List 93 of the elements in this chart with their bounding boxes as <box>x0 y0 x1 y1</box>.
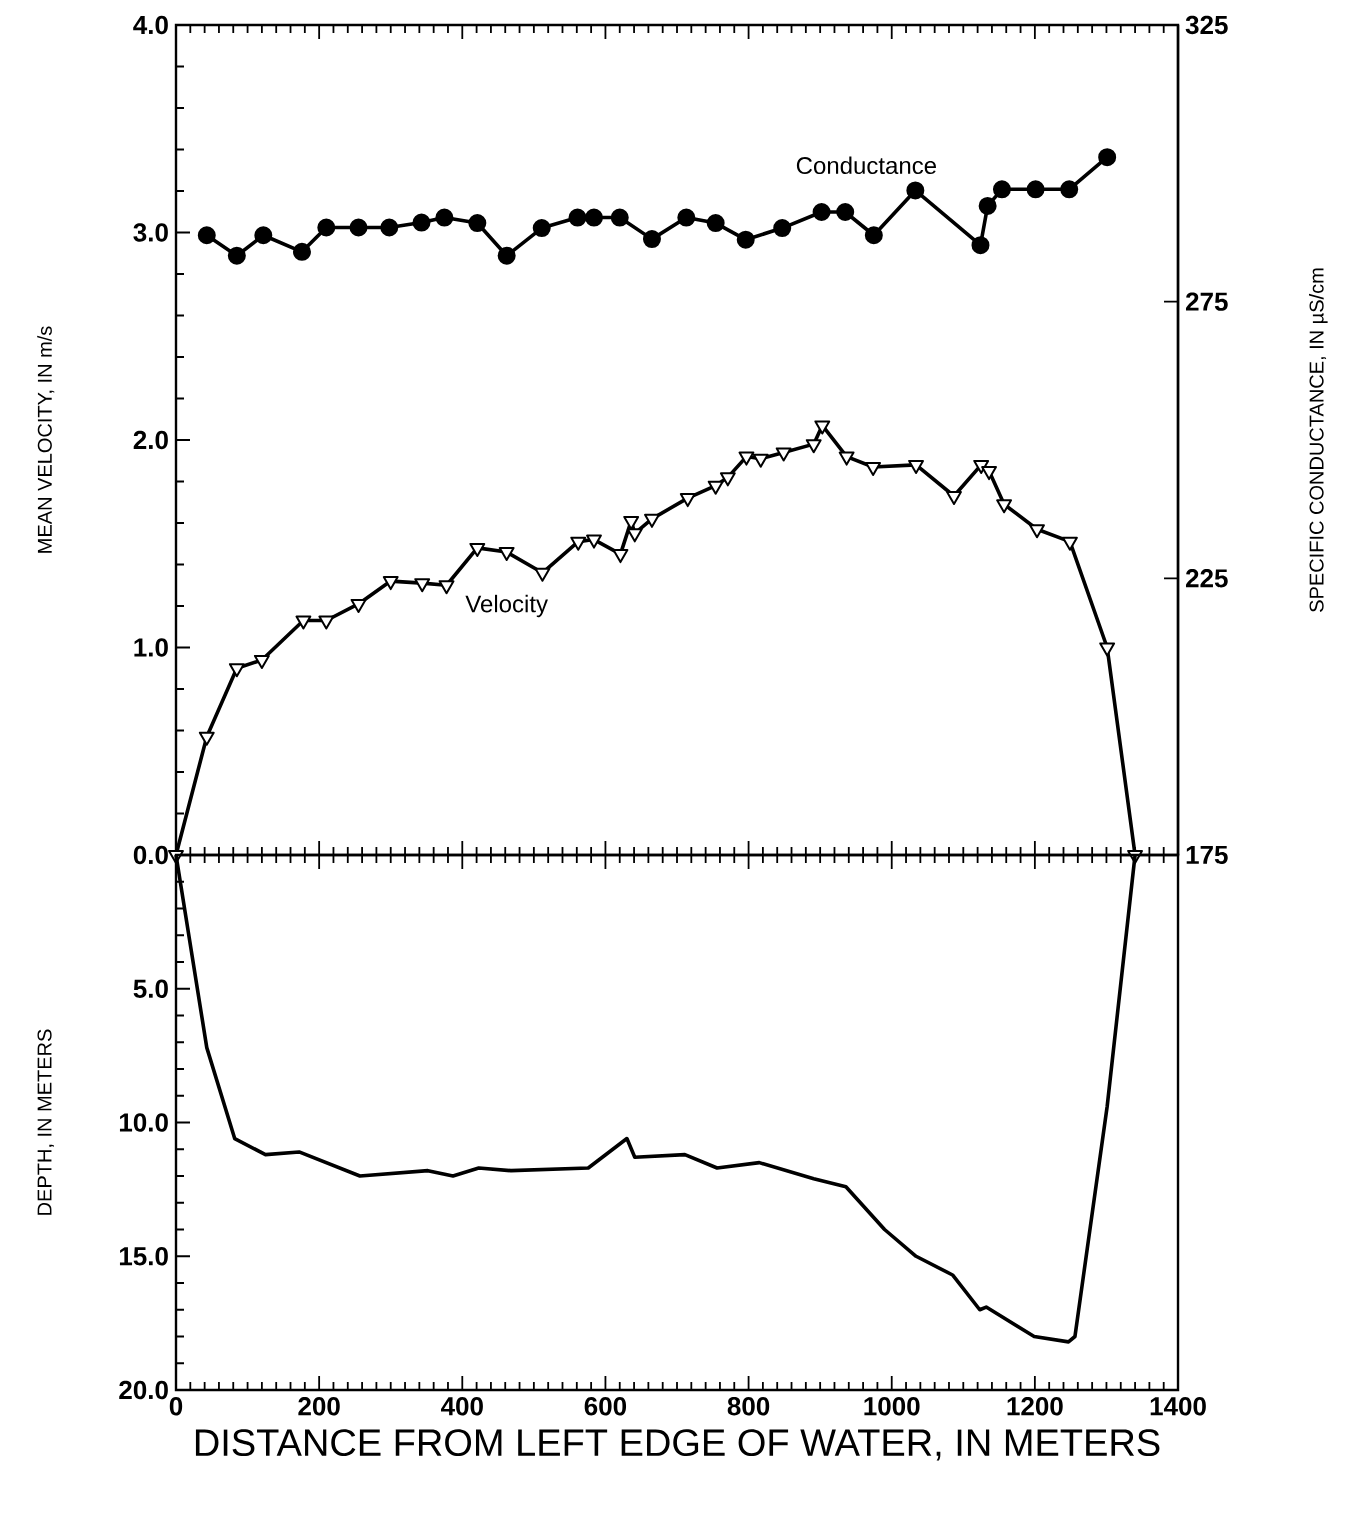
point <box>253 654 270 669</box>
x-tick-label: 400 <box>441 1397 483 1416</box>
x-axis-title: DISTANCE FROM LEFT EDGE OF WATER, IN METERS <box>195 1429 1160 1461</box>
point <box>1026 180 1045 199</box>
point <box>738 451 755 466</box>
point <box>626 528 643 543</box>
point <box>435 208 454 227</box>
point <box>254 226 273 245</box>
point <box>908 459 924 474</box>
point <box>814 420 831 435</box>
point <box>568 208 587 227</box>
point <box>610 208 629 227</box>
y2-axis-title: SPECIFIC CONDUCTANCE, IN µS/cm <box>1308 268 1328 612</box>
point <box>736 230 755 249</box>
point <box>642 230 661 249</box>
x-tick-label: 200 <box>298 1397 340 1416</box>
point <box>350 598 367 613</box>
point <box>498 547 515 562</box>
x-tick-label: 1000 <box>864 1397 920 1416</box>
point <box>1029 524 1045 539</box>
y-tick-label: 0.0 <box>133 845 168 865</box>
point <box>412 213 431 232</box>
y2-tick-label: 175 <box>1186 845 1228 865</box>
point <box>228 663 245 678</box>
series-label: Velocity <box>465 594 548 618</box>
y-tick-label: 5.0 <box>133 979 168 998</box>
point <box>1060 180 1079 199</box>
point <box>838 451 855 466</box>
y2-tick-label: 275 <box>1185 292 1228 311</box>
point <box>584 208 603 227</box>
point <box>679 493 696 508</box>
x-tick-label: 0 <box>169 1397 183 1416</box>
point <box>318 615 335 630</box>
y-tick-label: 4.0 <box>133 15 168 35</box>
point <box>382 576 399 591</box>
point <box>414 578 431 593</box>
y-tick-label: 2.0 <box>133 430 168 450</box>
y-tick-label: 10.0 <box>119 1113 168 1132</box>
point <box>198 731 215 746</box>
point <box>534 567 551 582</box>
point <box>292 242 311 261</box>
point <box>295 615 312 630</box>
point <box>227 246 246 265</box>
y-tick-label: 3.0 <box>133 223 168 242</box>
point <box>775 447 792 462</box>
point <box>906 181 925 200</box>
y2-tick-label: 225 <box>1185 569 1228 588</box>
series-label: Conductance <box>796 156 936 175</box>
point <box>706 214 725 233</box>
point <box>805 439 822 454</box>
point <box>865 461 882 476</box>
point <box>532 219 551 238</box>
point <box>978 196 997 215</box>
point <box>380 218 399 237</box>
point <box>971 236 990 255</box>
x-tick-label: 1200 <box>1007 1397 1063 1416</box>
point <box>1098 148 1117 167</box>
x-tick-label: 800 <box>727 1397 770 1416</box>
point <box>677 208 696 227</box>
point <box>469 542 486 557</box>
point <box>864 226 883 245</box>
y-tick-label: 1.0 <box>134 638 168 657</box>
point <box>317 218 336 237</box>
point <box>468 214 487 233</box>
y-tick-label: 20.0 <box>119 1380 168 1400</box>
point <box>623 515 640 530</box>
point <box>981 466 997 481</box>
point <box>773 219 792 238</box>
point <box>349 218 368 237</box>
point <box>992 180 1011 199</box>
point <box>707 480 724 495</box>
y-tick-label: 15.0 <box>119 1247 168 1266</box>
point <box>644 513 660 528</box>
point <box>586 534 602 549</box>
point <box>570 536 587 551</box>
point <box>612 549 629 564</box>
point <box>752 453 769 468</box>
point <box>1099 642 1116 657</box>
x-tick-label: 1400 <box>1150 1397 1206 1416</box>
x-tick-label: 600 <box>584 1397 627 1416</box>
point <box>497 246 516 265</box>
y2-tick-label: 325 <box>1185 15 1228 35</box>
point <box>996 499 1013 514</box>
point <box>973 459 990 474</box>
point <box>719 472 736 487</box>
point <box>812 203 831 221</box>
y-axis-title: DEPTH, IN METERS <box>37 1029 55 1215</box>
point <box>1062 536 1078 551</box>
point <box>197 226 216 245</box>
point <box>946 491 962 506</box>
y-axis-title: MEAN VELOCITY, IN m/s <box>37 326 55 553</box>
point <box>836 203 855 221</box>
point <box>438 580 455 595</box>
